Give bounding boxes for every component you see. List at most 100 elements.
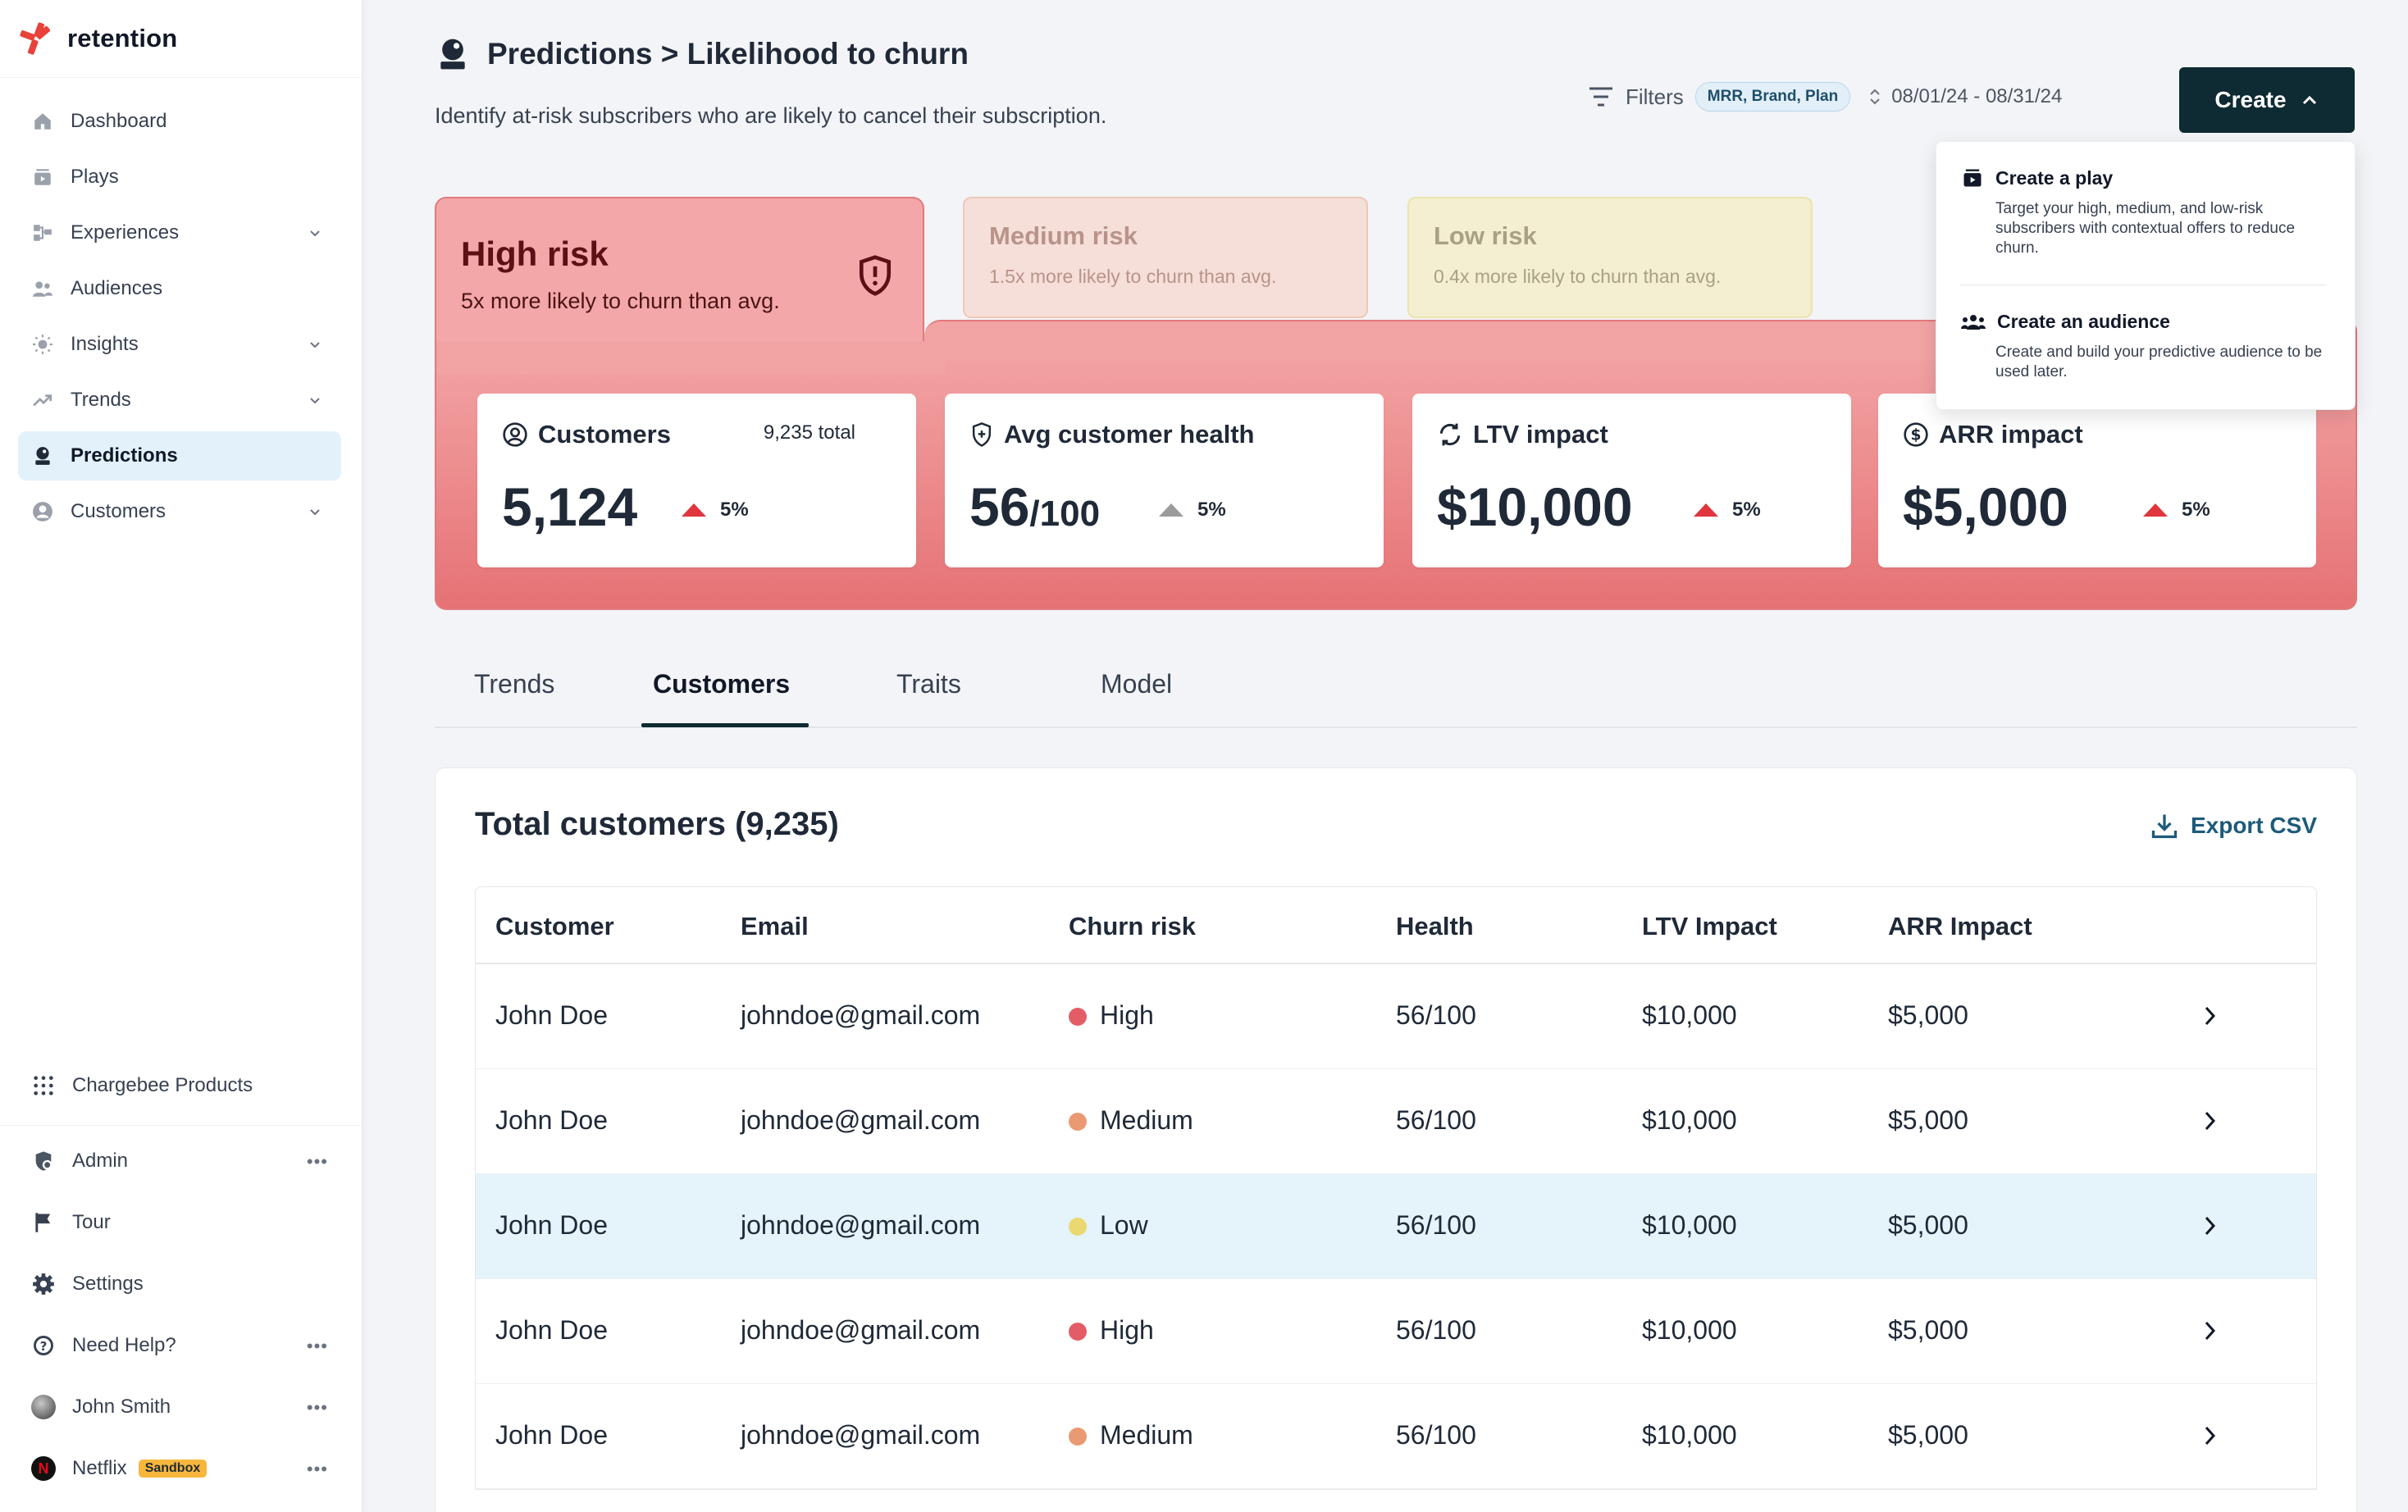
menu-item-title-text: Create an audience [1997,311,2170,332]
cell-arr: $5,000 [1888,1420,1968,1450]
more-options-icon[interactable]: ••• [306,1151,328,1172]
sidebar-item-experiences[interactable]: Experiences [18,208,341,257]
metric-health: Avg customer health 56/100 5% [945,394,1384,567]
settings-label: Settings [72,1273,144,1295]
table-row[interactable]: John Doe johndoe@gmail.com High 56/100 $… [476,1279,2316,1384]
chevron-right-icon[interactable] [2201,1423,2219,1448]
more-options-icon[interactable]: ••• [306,1336,328,1356]
metric-delta-value: 5% [1197,499,1226,521]
table-row[interactable]: John Doe johndoe@gmail.com High 56/100 $… [476,964,2316,1069]
tour-label: Tour [72,1211,111,1233]
tab-trends[interactable]: Trends [474,669,555,699]
column-header-health[interactable]: Health [1396,912,1474,940]
download-icon [2151,814,2178,839]
cell-email: johndoe@gmail.com [741,1420,981,1450]
high-risk-subtitle: 5x more likely to churn than avg. [461,289,780,313]
tab-model[interactable]: Model [1101,669,1173,699]
sidebar-item-predictions[interactable]: Predictions [18,431,341,480]
risk-tab-low[interactable]: Low risk 0.4x more likely to churn than … [1407,197,1813,318]
table-title: Total customers (9,235) [475,806,839,842]
sidebar-item-settings[interactable]: Settings [18,1259,341,1309]
high-risk-title: High risk [461,235,609,273]
create-button[interactable]: Create [2179,67,2355,133]
table-row[interactable]: John Doe johndoe@gmail.com Medium 56/100… [476,1069,2316,1174]
chevron-right-icon[interactable] [2201,1109,2219,1133]
chevron-right-icon[interactable] [2201,1318,2219,1343]
column-header-arr-impact[interactable]: ARR Impact [1888,912,2032,940]
cell-churn-risk-label: Medium [1100,1420,1193,1450]
medium-risk-subtitle: 1.5x more likely to churn than avg. [989,266,1277,287]
sidebar-divider [0,77,363,78]
triangle-up-icon [1159,503,1183,517]
risk-tab-medium[interactable]: Medium risk 1.5x more likely to churn th… [963,197,1368,318]
audiences-icon [1961,314,1986,330]
customers-table-card: Total customers (9,235) Export CSV Custo… [435,767,2357,1512]
cell-ltv: $10,000 [1642,1000,1737,1030]
chevron-down-icon[interactable] [307,392,323,408]
cell-email: johndoe@gmail.com [741,1000,981,1030]
tab-bar: Trends Customers Traits Model [435,656,2357,728]
risk-tab-high[interactable]: High risk 5x more likely to churn than a… [435,197,924,361]
chargebee-products-button[interactable]: Chargebee Products [18,1061,341,1110]
table-row[interactable]: John Doe johndoe@gmail.com Low 56/100 $1… [476,1174,2316,1279]
cell-churn-risk-label: High [1100,1315,1154,1345]
plays-icon [1963,169,1982,187]
cell-arr: $5,000 [1888,1315,1968,1345]
dollar-circle-icon: $ [1904,422,1928,447]
table-row[interactable]: John Doe johndoe@gmail.com Medium 56/100… [476,1384,2316,1489]
customer-icon [503,422,527,447]
column-header-customer[interactable]: Customer [495,912,614,940]
date-range-picker[interactable]: 08/01/24 - 08/31/24 [1868,85,2062,108]
sidebar-item-admin[interactable]: Admin ••• [18,1136,341,1186]
sidebar-item-trends[interactable]: Trends [18,376,341,425]
tab-customers[interactable]: Customers [653,669,791,699]
more-options-icon[interactable]: ••• [306,1397,328,1418]
column-header-ltv-impact[interactable]: LTV Impact [1642,912,1777,940]
column-header-email[interactable]: Email [741,912,809,940]
metric-header: LTV impact [1437,420,1608,449]
metric-delta: 5% [681,499,749,521]
svg-text:$: $ [1911,427,1922,444]
sidebar-item-audiences[interactable]: Audiences [18,264,341,313]
sidebar-item-help[interactable]: ? Need Help? ••• [18,1321,341,1370]
sidebar-item-label: Insights [71,333,139,355]
menu-item-create-audience[interactable]: Create an audience Create and build your… [1961,311,2330,382]
sidebar-item-user[interactable]: John Smith ••• [18,1382,341,1432]
sidebar-item-customers[interactable]: Customers [18,487,341,536]
filter-icon[interactable] [1588,86,1614,107]
cell-health: 56/100 [1396,1105,1476,1135]
filter-chip[interactable]: MRR, Brand, Plan [1694,82,1851,112]
page-subtitle: Identify at-risk subscribers who are lik… [435,103,1107,128]
cell-customer: John Doe [495,1105,608,1135]
filters-button[interactable]: Filters [1626,84,1684,109]
retention-logo-icon [20,22,51,55]
app-logo[interactable]: retention [18,18,177,59]
cell-churn-risk: Medium [1069,1105,1193,1136]
sidebar-divider [0,1125,363,1126]
cell-health: 56/100 [1396,1210,1476,1240]
cell-customer: John Doe [495,1315,608,1345]
tab-traits[interactable]: Traits [896,669,961,699]
export-csv-button[interactable]: Export CSV [2150,811,2317,840]
sidebar-item-tour[interactable]: Tour [18,1198,341,1247]
cell-email: johndoe@gmail.com [741,1210,981,1240]
chevron-down-icon[interactable] [307,225,323,241]
risk-low-dot [1069,1218,1087,1236]
cell-health: 56/100 [1396,1420,1476,1450]
chevron-right-icon[interactable] [2201,1214,2219,1238]
menu-item-description: Create and build your predictive audienc… [1995,344,2323,380]
sidebar-item-insights[interactable]: Insights [18,320,341,369]
chevron-down-icon[interactable] [307,503,323,520]
user-avatar [31,1395,56,1419]
sidebar-item-org[interactable]: N Netflix Sandbox ••• [18,1444,341,1493]
predictions-icon [31,444,54,467]
sidebar-item-plays[interactable]: Plays [18,153,341,202]
menu-item-create-play[interactable]: Create a play Target your high, medium, … [1961,166,2330,258]
sidebar-item-dashboard[interactable]: Dashboard [18,97,341,146]
export-csv-label: Export CSV [2190,813,2317,838]
chevron-right-icon[interactable] [2201,1004,2219,1028]
more-options-icon[interactable]: ••• [306,1459,328,1479]
column-header-churn-risk[interactable]: Churn risk [1069,912,1197,940]
metric-value-suffix: /100 [1029,494,1101,534]
chevron-down-icon[interactable] [307,336,323,353]
